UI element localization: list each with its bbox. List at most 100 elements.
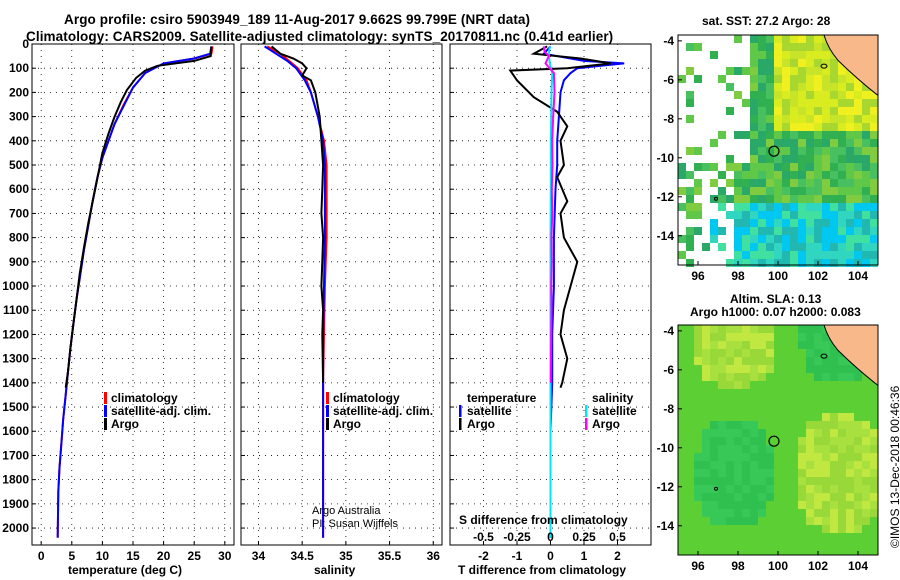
map-cell <box>822 51 830 59</box>
map-cell <box>742 349 750 357</box>
legend-swatch <box>459 405 462 417</box>
map-cell <box>798 107 806 115</box>
map-cell <box>854 123 862 131</box>
map-cell <box>806 259 814 267</box>
map-cell <box>686 235 694 243</box>
map-cell <box>862 501 870 509</box>
map-cell <box>862 139 870 147</box>
map-cell <box>750 179 758 187</box>
map-cell <box>758 227 766 235</box>
map-cell <box>766 75 774 83</box>
map-cell <box>758 99 766 107</box>
map-cell <box>750 461 758 469</box>
map-cell <box>830 155 838 163</box>
map-cell <box>830 187 838 195</box>
map-cell <box>710 139 718 147</box>
map-cell <box>750 163 758 171</box>
y-tick-label: 0 <box>22 37 29 51</box>
map-cell <box>854 227 862 235</box>
map-cell <box>766 325 774 333</box>
map-cell <box>806 437 814 445</box>
map-cell <box>750 83 758 91</box>
map-cell <box>750 349 758 357</box>
map-cell <box>854 373 862 381</box>
map-cell <box>766 155 774 163</box>
map-cell <box>718 203 726 211</box>
map-cell <box>782 187 790 195</box>
map-cell <box>734 35 742 43</box>
map-cell <box>702 437 710 445</box>
map-cell <box>718 187 726 195</box>
map-cell <box>734 203 742 211</box>
map-cell <box>830 349 838 357</box>
map-cell <box>838 131 846 139</box>
y-tick-label: 1700 <box>2 448 29 462</box>
map-cell <box>870 195 878 203</box>
map-cell <box>774 123 782 131</box>
map-cell <box>854 195 862 203</box>
map-cell <box>862 243 870 251</box>
map-cell <box>774 251 782 259</box>
map-cell <box>742 227 750 235</box>
map-cell <box>806 509 814 517</box>
map-cell <box>806 67 814 75</box>
map-cell <box>686 171 694 179</box>
map-cell <box>734 219 742 227</box>
map-cell <box>790 139 798 147</box>
map-cell <box>782 251 790 259</box>
map-cell <box>750 243 758 251</box>
map-cell <box>750 51 758 59</box>
map-cell <box>838 147 846 155</box>
map-cell <box>742 469 750 477</box>
map-cell <box>758 373 766 381</box>
map-cell <box>758 219 766 227</box>
map-cell <box>822 107 830 115</box>
map-cell <box>862 493 870 501</box>
map-cell <box>710 373 718 381</box>
map-cell <box>822 445 830 453</box>
map-cell <box>798 341 806 349</box>
map-cell <box>742 421 750 429</box>
map-cell <box>806 179 814 187</box>
map-cell <box>758 123 766 131</box>
map-cell <box>838 235 846 243</box>
map-cell <box>710 357 718 365</box>
legend-label: Argo <box>333 417 361 431</box>
map-cell <box>758 501 766 509</box>
map-cell <box>830 357 838 365</box>
map-island <box>714 486 718 491</box>
map-cell <box>838 413 846 421</box>
map-cell <box>678 187 686 195</box>
map-cell <box>702 349 710 357</box>
map-cell <box>774 75 782 83</box>
map-cell <box>814 477 822 485</box>
map-cell <box>718 333 726 341</box>
map-cell <box>750 251 758 259</box>
map-cell <box>742 235 750 243</box>
map-cell <box>774 107 782 115</box>
map-cell <box>798 179 806 187</box>
map-cell <box>750 211 758 219</box>
map-cell <box>806 43 814 51</box>
map-cell <box>870 187 878 195</box>
map-cell <box>782 35 790 43</box>
x-tick-label: 36 <box>427 549 441 563</box>
map-cell <box>774 115 782 123</box>
map-cell <box>806 147 814 155</box>
map-cell <box>774 227 782 235</box>
map-cell <box>830 461 838 469</box>
annotation-pi: PI: Susan Wijffels <box>312 518 398 530</box>
map-cell <box>862 91 870 99</box>
map-cell <box>870 163 878 171</box>
map-cell <box>830 219 838 227</box>
map-cell <box>838 437 846 445</box>
map-cell <box>822 83 830 91</box>
map-cell <box>814 219 822 227</box>
map-cell <box>758 203 766 211</box>
y-tick-label: 1300 <box>2 352 29 366</box>
map-cell <box>830 99 838 107</box>
map-cell <box>822 123 830 131</box>
map-cell <box>726 349 734 357</box>
map-cell <box>790 227 798 235</box>
